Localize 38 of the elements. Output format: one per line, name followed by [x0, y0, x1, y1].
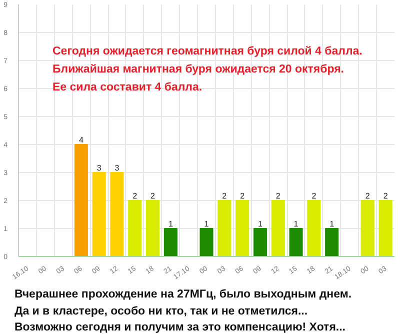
annotation: Ближайшая магнитная буря ожидается 20 октября. — [52, 64, 344, 76]
bar — [253, 228, 267, 256]
bar — [271, 200, 285, 256]
annotation: Сегодня ожидается геомагнитная буря силой 4 балла. — [52, 46, 362, 58]
bar — [236, 200, 250, 256]
bar — [110, 172, 124, 256]
data-label: 2 — [150, 192, 156, 200]
data-label: 2 — [365, 192, 370, 200]
bar — [200, 228, 214, 256]
bar — [146, 200, 160, 256]
data-label: 1 — [294, 220, 299, 228]
bar — [128, 200, 142, 256]
data-label: 1 — [330, 220, 335, 228]
data-label: 3 — [96, 164, 102, 172]
bar — [378, 200, 392, 256]
data-label: 2 — [383, 192, 388, 200]
data-label: 1 — [258, 220, 263, 228]
data-label: 2 — [276, 192, 281, 200]
bar — [218, 200, 232, 256]
bar — [325, 228, 339, 256]
bar — [307, 200, 321, 256]
bar — [74, 144, 88, 256]
data-label: 2 — [132, 192, 138, 200]
data-label: 2 — [240, 192, 246, 200]
data-label: 3 — [114, 164, 120, 172]
data-label: 1 — [168, 220, 174, 228]
bar — [164, 228, 178, 256]
bar — [289, 228, 303, 256]
bar — [92, 172, 106, 256]
annotation: Ее сила составит 4 балла. — [52, 82, 202, 94]
text: Да и в кластере, особо ни кто, так и не отметился... — [14, 306, 308, 318]
data-label: 1 — [204, 220, 210, 228]
data-label: 2 — [312, 192, 317, 200]
text: Возможно сегодня и получим за это компенсацию! Хотя... — [14, 322, 346, 334]
data-label: 4 — [78, 136, 84, 144]
text: Вчерашнее прохождение на 27МГц, было выходным днем. — [14, 288, 352, 300]
bar — [360, 200, 374, 256]
data-label: 2 — [222, 192, 228, 200]
